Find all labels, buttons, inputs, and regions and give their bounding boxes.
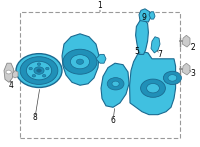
Polygon shape [149,12,155,19]
Text: 5: 5 [135,47,139,56]
Polygon shape [182,35,190,47]
Polygon shape [12,71,18,78]
Circle shape [20,57,58,84]
Text: 1: 1 [98,1,102,10]
Circle shape [107,78,124,90]
Circle shape [147,83,159,93]
Circle shape [6,70,11,74]
Circle shape [42,75,46,77]
Text: 7: 7 [158,50,162,59]
Polygon shape [139,9,150,22]
Circle shape [112,81,119,86]
Circle shape [168,75,177,81]
Circle shape [26,61,52,80]
Text: 3: 3 [191,69,195,78]
Circle shape [76,59,84,64]
Text: 6: 6 [111,116,115,125]
Circle shape [163,71,181,85]
Circle shape [29,67,32,70]
Circle shape [32,75,36,77]
Circle shape [34,67,44,74]
Polygon shape [151,37,160,53]
Circle shape [63,49,97,74]
Polygon shape [62,34,99,85]
Circle shape [16,54,62,87]
Circle shape [70,55,90,69]
Text: 8: 8 [33,113,37,122]
Text: 4: 4 [9,81,13,90]
Polygon shape [130,51,176,115]
Text: 2: 2 [191,42,195,52]
Polygon shape [101,63,129,107]
Circle shape [37,63,41,65]
Polygon shape [96,54,106,63]
Circle shape [37,69,41,72]
Circle shape [141,79,165,97]
Polygon shape [136,19,148,54]
Polygon shape [4,63,14,82]
Polygon shape [182,63,190,75]
Text: 9: 9 [142,13,146,22]
Circle shape [46,67,49,70]
